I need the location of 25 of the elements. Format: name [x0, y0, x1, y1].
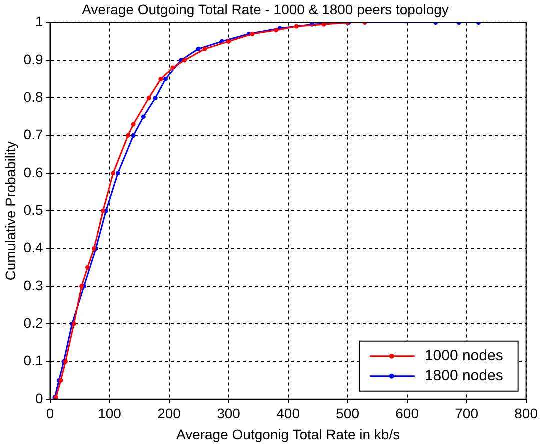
y-tick-label: 0.9: [24, 51, 44, 68]
y-tick-label: 0.3: [24, 277, 44, 294]
x-tick-label: 300: [217, 406, 241, 422]
legend-label: 1800 nodes: [424, 368, 504, 385]
y-tick-label: 0.7: [24, 126, 44, 143]
y-tick-label: 1: [35, 14, 44, 30]
chart-title: Average Outgoing Total Rate - 1000 & 1800 peers topology: [82, 1, 449, 18]
legend-label: 1000 nodes: [424, 348, 504, 365]
x-tick-label: 600: [396, 406, 420, 422]
x-tick-label: 500: [336, 406, 360, 422]
y-tick-label: 0.2: [24, 314, 44, 331]
y-tick-label: 0.6: [24, 164, 44, 180]
x-tick-label: 100: [98, 406, 122, 422]
y-tick-label: 0.8: [24, 88, 44, 105]
x-tick-label: 200: [158, 406, 182, 422]
y-tick-label: 0.5: [24, 202, 44, 218]
y-tick-label: 0.4: [24, 240, 44, 256]
x-axis-title: Average Outgonig Total Rate in kb/s: [176, 426, 400, 442]
x-tick-label: 400: [276, 406, 300, 422]
x-tick-label: 700: [455, 406, 479, 422]
y-axis-title: Cumulative Probability: [2, 141, 18, 281]
y-tick-label: 0.1: [24, 352, 44, 369]
x-tick-label: 0: [46, 406, 54, 422]
y-tick-label: 0: [35, 390, 44, 406]
x-tick-label: 800: [514, 406, 538, 422]
